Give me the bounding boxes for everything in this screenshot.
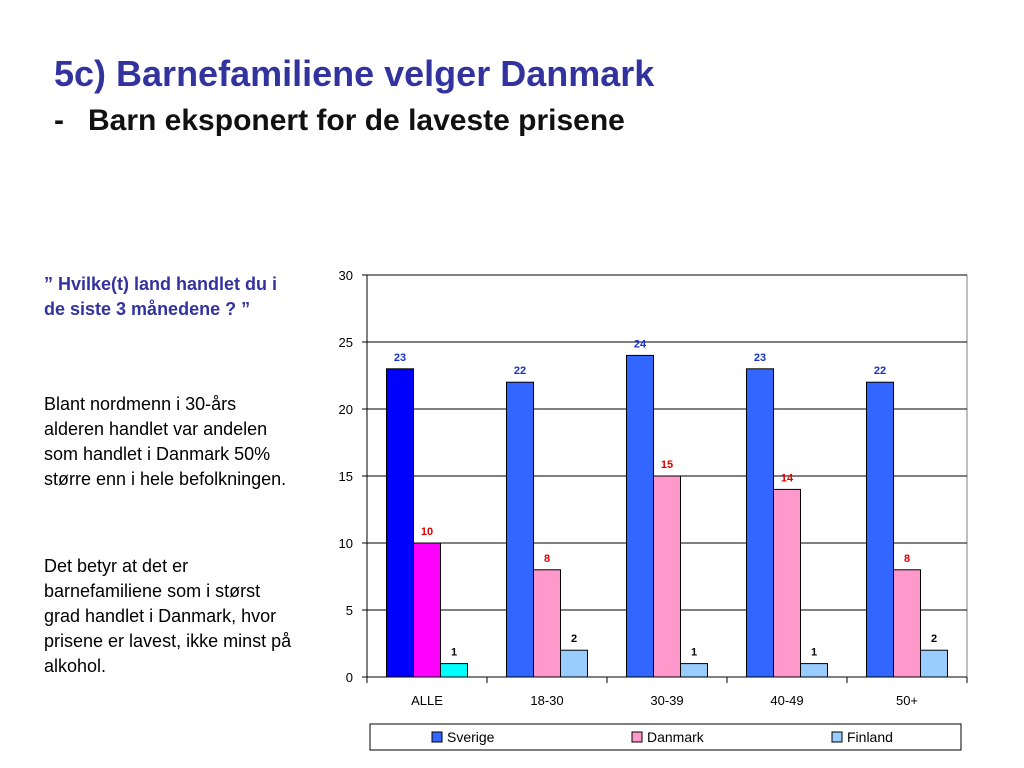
bar-danmark <box>653 475 681 678</box>
y-tick-label: 30 <box>339 268 353 283</box>
x-tick-label: 30-39 <box>650 693 683 708</box>
data-label: 14 <box>781 472 794 484</box>
legend-swatch-danmark <box>631 731 643 743</box>
y-tick-label: 15 <box>339 469 353 484</box>
data-label: 22 <box>514 365 526 377</box>
data-label: 8 <box>544 553 550 565</box>
bar-finland <box>440 663 468 678</box>
data-label: 15 <box>661 459 673 471</box>
data-label: 1 <box>811 647 817 659</box>
slide-subtitle: - Barn eksponert for de laveste prisene <box>54 101 625 141</box>
data-label: 10 <box>421 526 433 538</box>
data-label: 23 <box>394 352 406 364</box>
data-label: 23 <box>754 352 766 364</box>
y-tick-label: 20 <box>339 402 353 417</box>
bar-sverige <box>386 368 414 678</box>
data-label: 1 <box>691 647 697 659</box>
bar-finland <box>800 663 828 678</box>
y-tick-label: 5 <box>346 603 353 618</box>
body-paragraph-2: Det betyr at det er barnefamiliene som i… <box>44 556 292 676</box>
bar-danmark <box>533 569 561 678</box>
legend-label-finland: Finland <box>847 729 893 745</box>
x-tick-label: ALLE <box>411 693 443 708</box>
data-label: 22 <box>874 365 886 377</box>
bar-danmark <box>893 569 921 678</box>
legend-label-danmark: Danmark <box>647 729 705 745</box>
bar-sverige <box>506 381 534 678</box>
bar-finland <box>560 649 588 678</box>
data-label: 2 <box>931 633 937 645</box>
body-paragraph-1: Blant nordmenn i 30-års alderen handlet … <box>44 394 287 489</box>
x-tick-label: 40-49 <box>770 693 803 708</box>
data-label: 1 <box>451 647 457 659</box>
y-tick-label: 25 <box>339 335 353 350</box>
bar-sverige <box>746 368 774 678</box>
data-label: 2 <box>571 633 577 645</box>
data-label: 8 <box>904 553 910 565</box>
bar-danmark <box>413 542 441 678</box>
legend-label-sverige: Sverige <box>447 729 495 745</box>
bar-sverige <box>626 354 654 678</box>
legend-box <box>369 723 962 751</box>
y-tick-label: 0 <box>346 670 353 685</box>
bar-finland <box>680 663 708 678</box>
bar-sverige <box>866 381 894 678</box>
x-tick-label: 18-30 <box>530 693 563 708</box>
legend-swatch-sverige <box>431 731 443 743</box>
data-label: 24 <box>634 338 647 350</box>
legend-swatch-finland <box>831 731 843 743</box>
y-tick-label: 10 <box>339 536 353 551</box>
x-tick-label: 50+ <box>896 693 918 708</box>
bar-danmark <box>773 488 801 678</box>
subtitle-dash: - <box>54 104 64 137</box>
bar-finland <box>920 649 948 678</box>
survey-question: ” Hvilke(t) land handlet du i de siste 3… <box>44 274 278 319</box>
subtitle-text: Barn eksponert for de laveste prisene <box>88 104 625 137</box>
slide-title: 5c) Barnefamiliene velger Danmark <box>54 53 655 94</box>
